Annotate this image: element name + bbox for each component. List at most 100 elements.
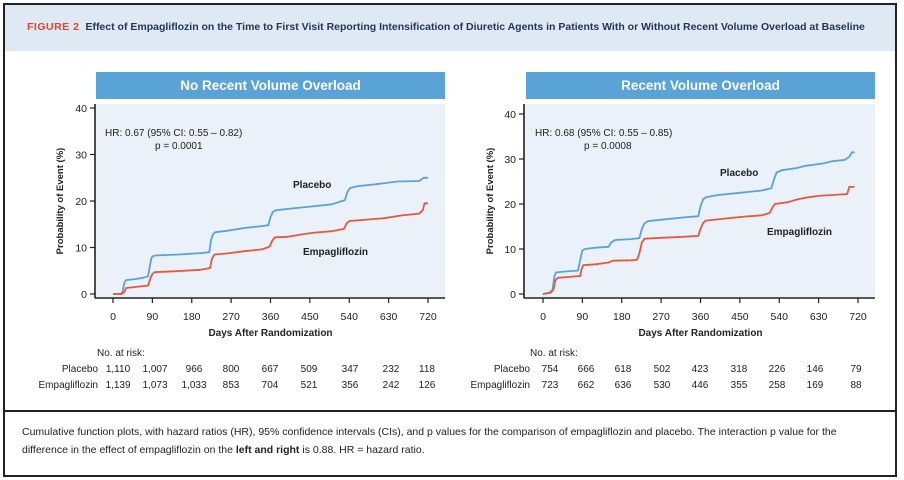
figure-frame	[3, 3, 897, 477]
p-value-annotation: p = 0.0008	[584, 141, 632, 152]
x-tick-label: 270	[222, 311, 240, 323]
risk-value: 521	[301, 380, 318, 391]
risk-value: 1,139	[105, 380, 130, 391]
panel-title: No Recent Volume Overload	[180, 78, 361, 93]
y-tick-label: 30	[75, 150, 87, 162]
series-label-empagliflozin: Empagliflozin	[303, 247, 368, 258]
x-tick-label: 0	[110, 311, 116, 323]
risk-value: 662	[578, 380, 595, 391]
risk-value: 446	[692, 380, 709, 391]
risk-row-label: Empagliflozin	[39, 380, 98, 391]
figure-caption: Cumulative function plots, with hazard r…	[22, 423, 882, 459]
x-axis-label: Days After Randomization	[208, 328, 332, 339]
panel-header	[526, 72, 875, 99]
caption-text-1: Cumulative function plots, with hazard r…	[22, 426, 837, 456]
risk-value: 232	[383, 364, 400, 375]
risk-row-label: Placebo	[62, 364, 99, 375]
risk-value: 800	[223, 364, 240, 375]
x-tick-label: 270	[652, 311, 670, 323]
risk-value: 723	[542, 380, 559, 391]
figure-title-text: Effect of Empagliflozin on the Time to F…	[85, 21, 865, 33]
y-tick-label: 40	[75, 103, 87, 115]
x-tick-label: 630	[380, 311, 398, 323]
risk-value: 667	[262, 364, 279, 375]
x-tick-label: 450	[301, 311, 319, 323]
risk-value: 618	[615, 364, 632, 375]
x-tick-label: 450	[731, 311, 749, 323]
caption-text-2: is 0.88. HR = hazard ratio.	[299, 444, 425, 456]
y-tick-label: 20	[75, 196, 87, 208]
risk-value: 423	[692, 364, 709, 375]
risk-value: 356	[342, 380, 359, 391]
risk-value: 226	[769, 364, 786, 375]
risk-value: 502	[654, 364, 671, 375]
y-tick-label: 30	[504, 154, 516, 166]
risk-table-header: No. at risk:	[97, 348, 145, 359]
x-tick-label: 720	[849, 311, 867, 323]
x-tick-label: 180	[613, 311, 631, 323]
risk-table-header: No. at risk:	[530, 348, 578, 359]
chart-panel-recent-overload: Recent Volume Overload 0 10 20 30 40 0 90 180 270…	[471, 72, 875, 391]
y-tick-label: 40	[504, 109, 516, 121]
risk-value: 318	[731, 364, 748, 375]
series-line-empagliflozin	[113, 202, 428, 295]
series-line-placebo	[113, 176, 428, 295]
x-tick-label: 0	[540, 311, 546, 323]
risk-value: 666	[578, 364, 595, 375]
plot-background	[95, 104, 445, 298]
risk-value: 853	[223, 380, 240, 391]
risk-value: 966	[186, 364, 203, 375]
hazard-ratio-annotation: HR: 0.67 (95% CI: 0.55 – 0.82)	[105, 128, 242, 139]
panel-title: Recent Volume Overload	[621, 78, 780, 93]
risk-value: 704	[262, 380, 279, 391]
caption-divider	[3, 410, 897, 412]
p-value-annotation: p = 0.0001	[155, 141, 203, 152]
risk-value: 1,073	[142, 380, 167, 391]
risk-value: 242	[383, 380, 400, 391]
x-tick-label: 90	[147, 311, 159, 323]
risk-value: 118	[419, 364, 435, 375]
caption-bold: left and right	[235, 444, 300, 456]
x-tick-label: 90	[577, 311, 589, 323]
y-axis-label: Probability of Event (%)	[55, 148, 66, 255]
x-tick-label: 540	[340, 311, 358, 323]
x-tick-label: 540	[770, 311, 788, 323]
risk-value: 355	[731, 380, 748, 391]
risk-value: 347	[342, 364, 359, 375]
x-tick-label: 720	[419, 311, 437, 323]
x-axis-label: Days After Randomization	[638, 328, 762, 339]
x-tick-label: 180	[183, 311, 201, 323]
x-tick-label: 360	[262, 311, 280, 323]
risk-row-label: Placebo	[494, 364, 531, 375]
figure-title: FIGURE 2 Effect of Empagliflozin on the T…	[27, 19, 867, 36]
risk-value: 126	[419, 380, 436, 391]
risk-value: 169	[807, 380, 824, 391]
series-label-placebo: Placebo	[293, 180, 331, 191]
risk-value: 258	[769, 380, 786, 391]
figure-title-bar: FIGURE 2 Effect of Empagliflozin on the T…	[5, 5, 895, 51]
chart-panel-no-recent-overload: No Recent Volume Overload 0 10 20 30 40 0 90 180…	[39, 72, 445, 391]
x-tick-label: 630	[810, 311, 828, 323]
series-line-empagliflozin	[542, 186, 855, 295]
risk-value: 88	[850, 380, 862, 391]
y-tick-label: 20	[504, 199, 516, 211]
risk-value: 146	[807, 364, 824, 375]
y-tick-label: 10	[75, 243, 87, 255]
risk-row-label: Empagliflozin	[471, 380, 530, 391]
series-label-empagliflozin: Empagliflozin	[767, 227, 832, 238]
risk-value: 509	[301, 364, 318, 375]
risk-value: 1,007	[142, 364, 167, 375]
series-label-placebo: Placebo	[720, 168, 758, 179]
y-tick-label: 0	[510, 289, 516, 301]
series-line-placebo	[542, 151, 855, 295]
hazard-ratio-annotation: HR: 0.68 (95% CI: 0.55 – 0.85)	[535, 128, 672, 139]
y-tick-label: 10	[504, 244, 516, 256]
risk-value: 1,033	[181, 380, 206, 391]
risk-value: 79	[850, 364, 862, 375]
risk-value: 754	[542, 364, 559, 375]
risk-value: 1,110	[106, 364, 131, 375]
figure-label: FIGURE 2	[27, 21, 80, 33]
risk-value: 530	[654, 380, 671, 391]
charts-area: No Recent Volume Overload 0 10 20 30 40 0 90 180…	[39, 72, 875, 391]
risk-value: 636	[615, 380, 632, 391]
